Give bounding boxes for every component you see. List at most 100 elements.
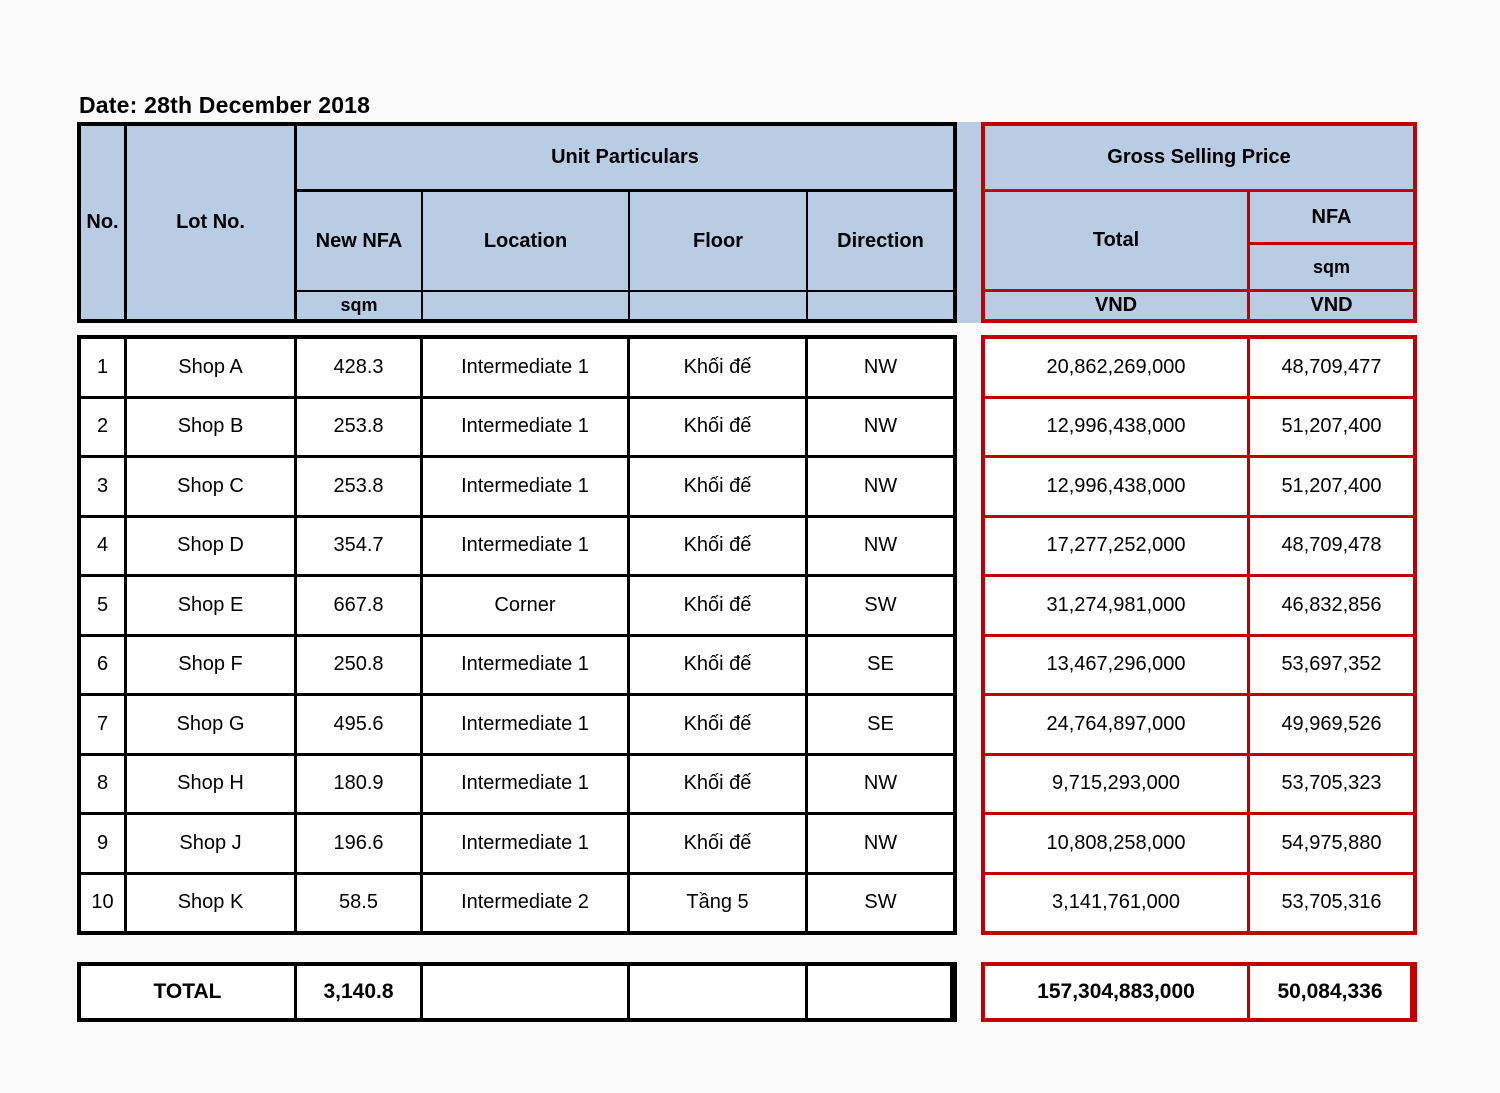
total-label: TOTAL — [81, 966, 297, 1018]
total-floor-empty — [630, 966, 808, 1018]
cell-no: 7 — [81, 696, 127, 753]
unit-particulars-header-table: No. Lot No. Unit Particulars New NFA Loc… — [77, 122, 957, 323]
cell-direction: SW — [864, 891, 897, 914]
cell-new-nfa: 253.8 — [297, 458, 423, 515]
header-gap-fill — [957, 122, 981, 323]
col-header-floor-unit — [630, 292, 808, 319]
cell-nfa-vnd: 51,207,400 — [1281, 474, 1382, 497]
cell-nfa-vnd: 53,705,323 — [1281, 772, 1382, 795]
cell-floor: Khối đế — [630, 577, 808, 634]
cell-total-vnd: 9,715,293,000 — [985, 755, 1250, 812]
cell-no: 1 — [81, 339, 127, 396]
cell-nfa-vnd: 54,975,880 — [1281, 831, 1382, 854]
cell-new-nfa: 354.7 — [297, 517, 423, 574]
table-row: 4 Shop D 354.7 Intermediate 1 Khối đế NW — [81, 517, 953, 577]
table-row: 20,862,269,000 48,709,477 — [985, 339, 1413, 399]
col-header-unit-particulars: Unit Particulars — [297, 126, 953, 192]
cell-floor: Khối đế — [630, 398, 808, 455]
col-header-direction: Direction — [808, 192, 953, 292]
cell-nfa-vnd: 48,709,478 — [1281, 534, 1382, 557]
unit-particulars-body-table: 1 Shop A 428.3 Intermediate 1 Khối đế NW… — [77, 335, 957, 935]
table-row: 1 Shop A 428.3 Intermediate 1 Khối đế NW — [81, 339, 953, 399]
cell-nfa-vnd: 51,207,400 — [1281, 415, 1382, 438]
cell-floor: Khối đế — [630, 815, 808, 872]
cell-total-vnd: 12,996,438,000 — [985, 458, 1250, 515]
col-header-direction-unit — [808, 292, 953, 319]
cell-lot-no: Shop B — [127, 398, 297, 455]
col-header-total-vnd: VND — [985, 292, 1250, 319]
col-header-lot-no: Lot No. — [127, 126, 297, 319]
cell-location: Intermediate 1 — [423, 398, 630, 455]
cell-total-vnd: 20,862,269,000 — [985, 339, 1250, 396]
cell-no: 3 — [81, 458, 127, 515]
cell-direction: NW — [863, 831, 898, 854]
cell-no: 5 — [81, 577, 127, 634]
cell-no: 4 — [81, 517, 127, 574]
cell-new-nfa: 253.8 — [297, 398, 423, 455]
table-row: 13,467,296,000 53,697,352 — [985, 636, 1413, 696]
cell-location: Intermediate 2 — [423, 874, 630, 931]
total-row-right: 157,304,883,000 50,084,336 — [981, 962, 1417, 1022]
table-row: 7 Shop G 495.6 Intermediate 1 Khối đế SE — [81, 696, 953, 756]
cell-new-nfa: 495.6 — [297, 696, 423, 753]
cell-new-nfa: 180.9 — [297, 755, 423, 812]
cell-lot-no: Shop A — [127, 339, 297, 396]
col-header-new-nfa: New NFA — [297, 192, 423, 292]
cell-no: 10 — [81, 874, 127, 931]
cell-direction: NW — [863, 772, 898, 795]
total-total-vnd: 157,304,883,000 — [985, 966, 1250, 1018]
cell-location: Intermediate 1 — [423, 636, 630, 693]
col-header-nfa-vnd: VND — [1310, 294, 1353, 316]
cell-direction: NW — [863, 534, 898, 557]
table-row: 6 Shop F 250.8 Intermediate 1 Khối đế SE — [81, 636, 953, 696]
cell-new-nfa: 428.3 — [297, 339, 423, 396]
total-nfa-vnd: 50,084,336 — [1250, 966, 1413, 1018]
table-row: 24,764,897,000 49,969,526 — [985, 696, 1413, 756]
cell-total-vnd: 13,467,296,000 — [985, 636, 1250, 693]
cell-location: Intermediate 1 — [423, 696, 630, 753]
col-header-no: No. — [81, 126, 127, 319]
table-row: 10 Shop K 58.5 Intermediate 2 Tầng 5 SW — [81, 874, 953, 931]
total-row-left: TOTAL 3,140.8 — [77, 962, 957, 1022]
cell-nfa-vnd: 53,697,352 — [1281, 653, 1382, 676]
cell-floor: Khối đế — [630, 458, 808, 515]
cell-no: 9 — [81, 815, 127, 872]
cell-direction: NW — [863, 415, 898, 438]
cell-floor: Tầng 5 — [630, 874, 808, 931]
date-label: Date: 28th December 2018 — [79, 92, 371, 118]
cell-lot-no: Shop E — [127, 577, 297, 634]
cell-total-vnd: 31,274,981,000 — [985, 577, 1250, 634]
cell-direction: NW — [863, 355, 898, 378]
table-row: 10,808,258,000 54,975,880 — [985, 815, 1413, 875]
cell-direction: SE — [867, 712, 894, 735]
cell-direction: SW — [864, 593, 897, 616]
col-header-floor: Floor — [630, 192, 808, 292]
total-location-empty — [423, 966, 630, 1018]
col-header-total: Total — [985, 192, 1250, 292]
table-row: 3 Shop C 253.8 Intermediate 1 Khối đế NW — [81, 458, 953, 518]
cell-no: 8 — [81, 755, 127, 812]
table-row: 9 Shop J 196.6 Intermediate 1 Khối đế NW — [81, 815, 953, 875]
col-header-gross-selling-price: Gross Selling Price — [985, 126, 1413, 192]
cell-total-vnd: 12,996,438,000 — [985, 398, 1250, 455]
cell-lot-no: Shop H — [127, 755, 297, 812]
col-header-nfa: NFA — [1250, 192, 1413, 245]
total-new-nfa: 3,140.8 — [297, 966, 423, 1018]
cell-floor: Khối đế — [630, 636, 808, 693]
cell-location: Intermediate 1 — [423, 339, 630, 396]
cell-location: Intermediate 1 — [423, 517, 630, 574]
cell-location: Intermediate 1 — [423, 755, 630, 812]
table-row: 9,715,293,000 53,705,323 — [985, 755, 1413, 815]
cell-total-vnd: 10,808,258,000 — [985, 815, 1250, 872]
table-row: 12,996,438,000 51,207,400 — [985, 398, 1413, 458]
cell-floor: Khối đế — [630, 696, 808, 753]
cell-new-nfa: 196.6 — [297, 815, 423, 872]
gross-selling-price-header-table: Gross Selling Price Total NFA sqm VND VN… — [981, 122, 1417, 323]
table-row: 17,277,252,000 48,709,478 — [985, 517, 1413, 577]
cell-floor: Khối đế — [630, 517, 808, 574]
cell-location: Corner — [423, 577, 630, 634]
cell-floor: Khối đế — [630, 755, 808, 812]
cell-new-nfa: 667.8 — [297, 577, 423, 634]
gross-selling-price-body-table: 20,862,269,000 48,709,477 12,996,438,000… — [981, 335, 1417, 935]
